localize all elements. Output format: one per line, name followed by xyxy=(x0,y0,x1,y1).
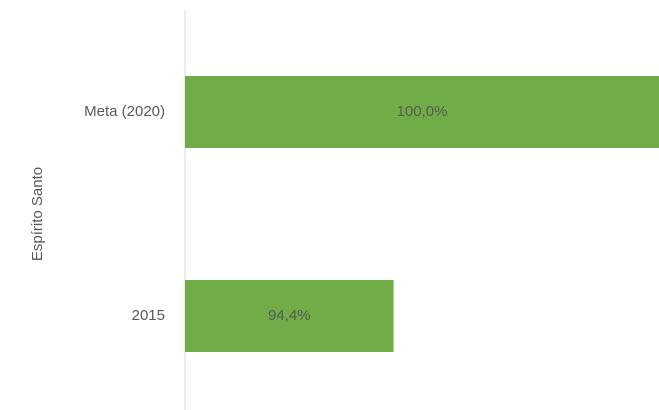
y-tick-label: Meta (2020) xyxy=(84,103,165,120)
data-label: 94,4% xyxy=(268,307,311,324)
y-tick-label: 2015 xyxy=(132,307,165,324)
bar xyxy=(185,76,659,148)
data-label: 100,0% xyxy=(397,103,448,120)
y-axis-label: Espírito Santo xyxy=(29,167,46,261)
bar xyxy=(185,280,394,352)
